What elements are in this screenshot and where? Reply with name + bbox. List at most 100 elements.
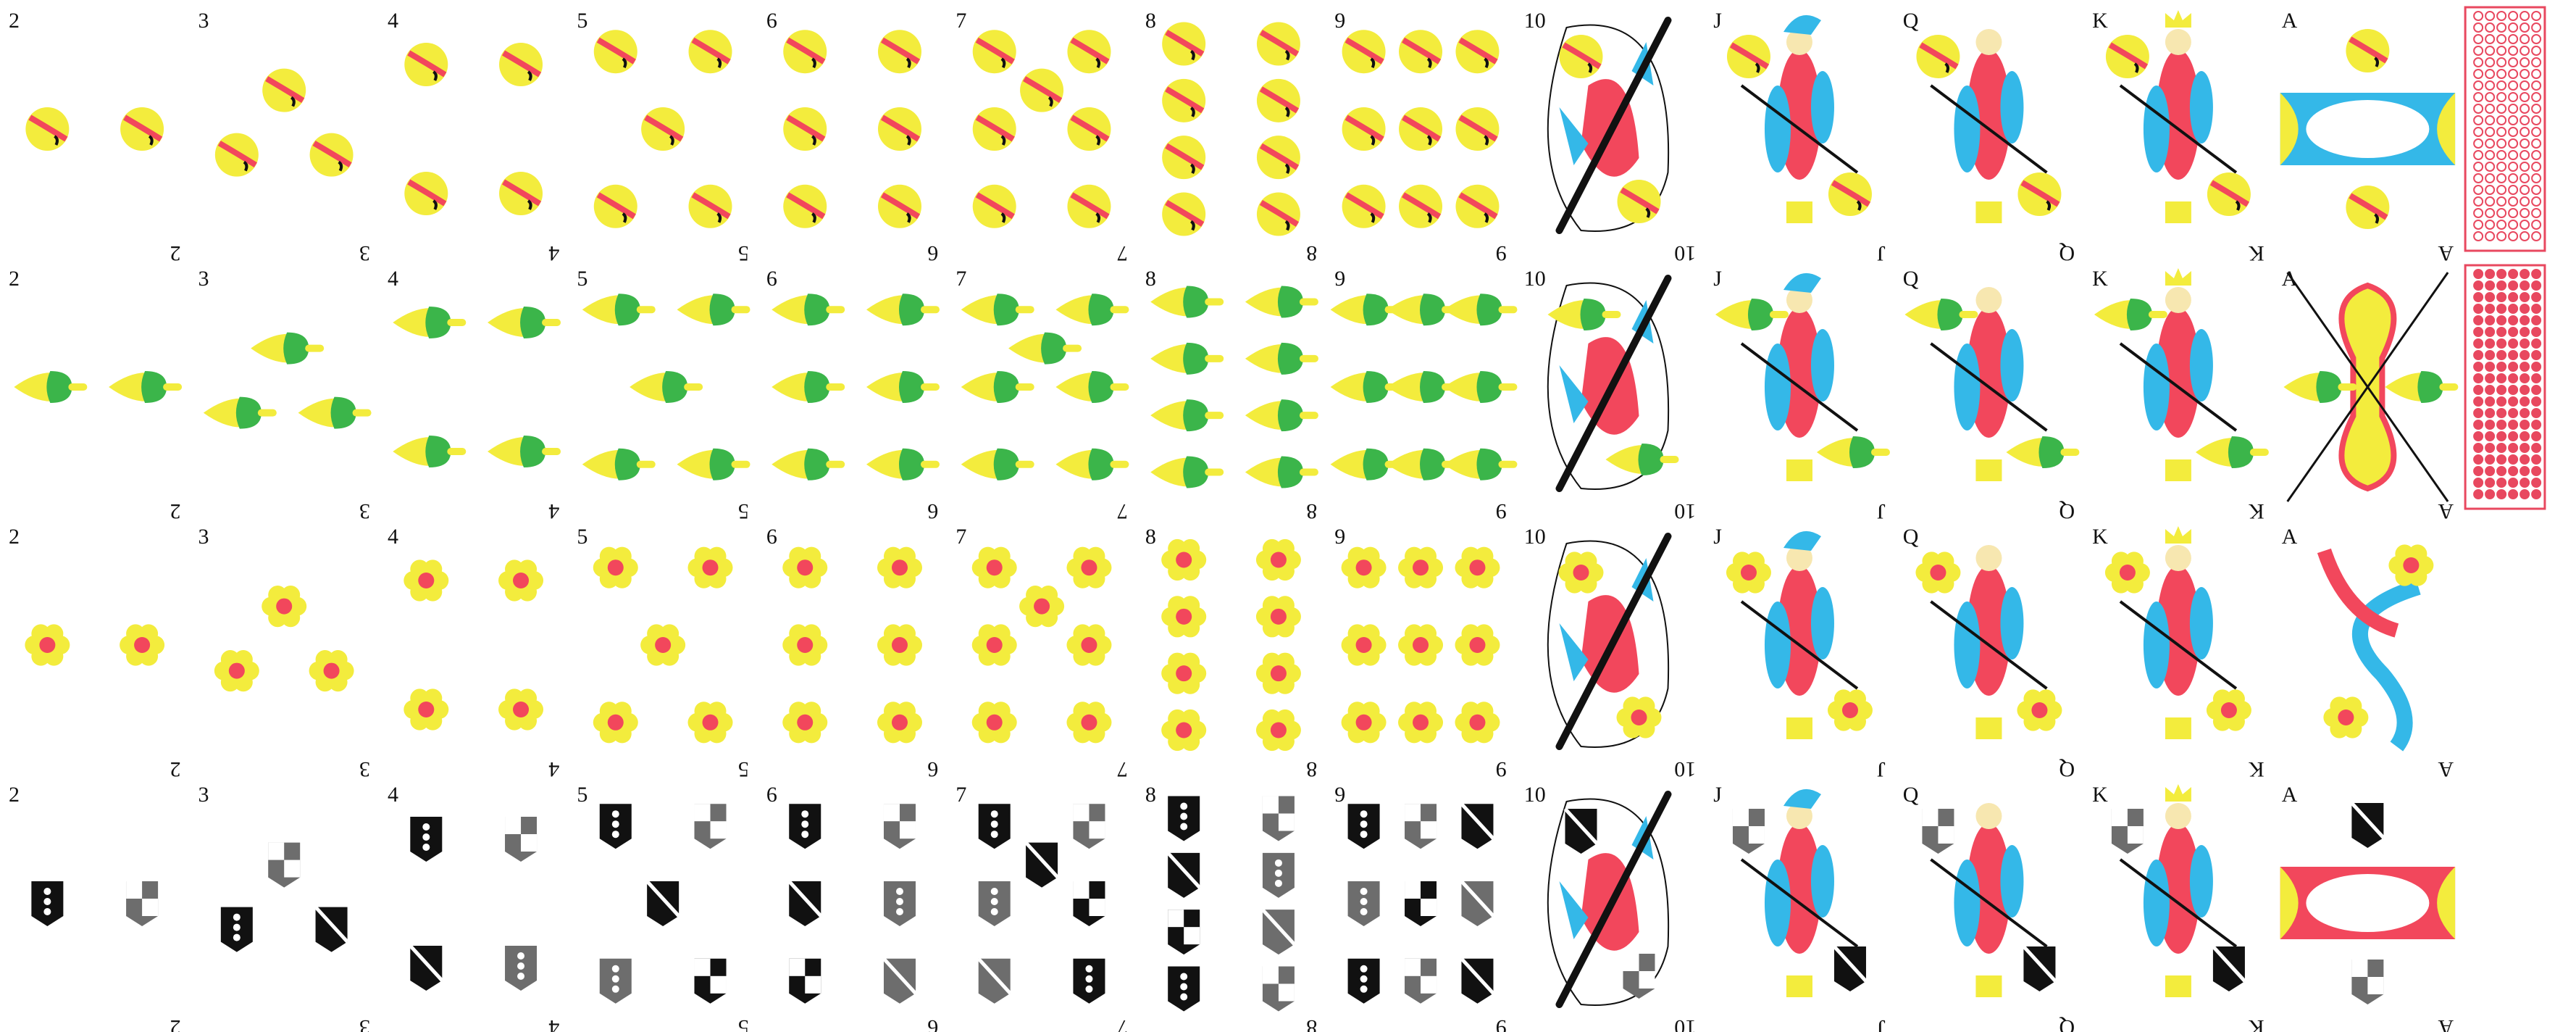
shield-icon <box>787 880 823 926</box>
ace-emblem <box>2317 548 2421 752</box>
shield-icon <box>2350 802 2385 848</box>
rank-index-rotated: J <box>1877 757 1886 781</box>
shield-icon <box>789 804 821 849</box>
card-acorns-A: AA <box>2282 267 2459 523</box>
crown-icon <box>2119 784 2238 997</box>
card-back-1 <box>2464 264 2546 510</box>
bell-icon <box>972 184 1016 228</box>
shield-icon <box>1347 958 1380 1004</box>
card-acorns-4: 44 <box>388 267 561 523</box>
rank-index: 10 <box>1524 9 1546 33</box>
shield-icon <box>220 907 253 952</box>
shield-icon <box>1073 881 1105 926</box>
shield-icon <box>1168 966 1200 1012</box>
rank-index: 9 <box>1334 783 1345 807</box>
card-back <box>2464 6 2546 252</box>
rank-index-rotated: 6 <box>927 757 938 781</box>
acorn-icon <box>1904 299 1978 330</box>
flower-icon <box>403 688 449 731</box>
queen-icon <box>1930 803 2048 997</box>
rank-index-rotated: 7 <box>1117 1015 1128 1032</box>
card-flowers-8: 88 <box>1145 525 1317 781</box>
queen-icon <box>1930 545 2048 739</box>
bell-icon <box>1726 35 1770 78</box>
rank-index: J <box>1713 525 1722 549</box>
rank-index-rotated: 10 <box>1674 1015 1696 1032</box>
rank-index-rotated: 10 <box>1674 499 1696 523</box>
card-bells-7: 77 <box>955 9 1127 265</box>
crown-icon <box>2119 526 2238 739</box>
rank-index: A <box>2282 267 2298 291</box>
shield-icon <box>1073 958 1105 1004</box>
card-bells-A: AA <box>2280 9 2456 265</box>
rank-index: Q <box>1903 267 1919 291</box>
acorn-icon <box>582 448 656 480</box>
bell-icon <box>262 68 306 112</box>
acorn-icon <box>1150 286 1224 318</box>
bell-icon <box>499 172 543 215</box>
acorn-icon <box>393 307 467 338</box>
bell-icon <box>1162 136 1206 180</box>
bell-icon <box>25 107 70 151</box>
shield-icon <box>1922 809 1954 854</box>
bell-icon <box>1256 22 1300 66</box>
card-shields-3: 33 <box>198 783 369 1032</box>
shield-icon <box>1347 804 1380 849</box>
rank-index: 6 <box>766 783 777 807</box>
acorn-icon <box>1008 332 1082 365</box>
rank-index: 2 <box>9 9 20 33</box>
rank-index: 5 <box>577 267 587 291</box>
rank-index-rotated: 4 <box>548 1015 559 1032</box>
card-bells-8: 88 <box>1145 9 1317 265</box>
flower-icon <box>403 559 449 602</box>
acorn-icon <box>2006 436 2080 468</box>
rank-index-rotated: 7 <box>1117 241 1128 265</box>
shield-icon <box>2212 945 2246 991</box>
bell-icon <box>1020 68 1064 112</box>
shield-icon <box>1732 809 1765 854</box>
bell-icon <box>783 30 827 74</box>
rank-index-rotated: 3 <box>359 757 370 781</box>
queen-icon <box>1930 29 2048 223</box>
shield-icon <box>978 804 1011 849</box>
rank-index: 9 <box>1334 267 1345 291</box>
bell-icon <box>1342 107 1386 151</box>
rank-index: 9 <box>1334 525 1345 549</box>
rank-index-rotated: A <box>2438 499 2454 523</box>
jester-icon <box>1740 272 1859 481</box>
rank-index-rotated: 3 <box>359 1015 370 1032</box>
flower-icon <box>971 702 1017 744</box>
acorn-icon <box>2385 371 2459 403</box>
rank-index: 3 <box>198 783 209 807</box>
bell-icon <box>404 172 448 215</box>
shield-icon <box>599 804 632 849</box>
acorn-icon <box>961 371 1034 403</box>
bell-icon <box>783 107 827 151</box>
rank-index: 10 <box>1524 267 1546 291</box>
flag-icon <box>1547 791 1672 1008</box>
bell-icon <box>972 30 1016 74</box>
shield-icon <box>1024 841 1059 888</box>
flower-icon <box>593 546 638 588</box>
rank-index-rotated: J <box>1877 1015 1886 1032</box>
rank-index-rotated: 8 <box>1306 1015 1317 1032</box>
bell-icon <box>1162 78 1206 122</box>
card-bells-Q: QQ <box>1903 9 2075 265</box>
acorn-icon <box>1816 436 1890 468</box>
card-shields-10: 10 10 <box>1524 783 1696 1032</box>
flag-icon <box>1547 17 1672 234</box>
card-acorns-K: KK <box>2092 267 2269 523</box>
rank-index: 6 <box>766 267 777 291</box>
card-shields-J: JJ <box>1713 783 1885 1032</box>
bell-icon <box>1162 192 1206 236</box>
card-shields-8: 88 <box>1145 783 1317 1032</box>
acorn-icon <box>2283 371 2357 403</box>
rank-index-rotated: 8 <box>1306 499 1317 523</box>
flower-icon <box>640 624 686 666</box>
flower-icon <box>1341 546 1387 588</box>
card-acorns-6: 66 <box>766 267 940 523</box>
flower-icon <box>1066 546 1112 588</box>
bell-icon <box>1399 184 1443 228</box>
flower-icon <box>1341 624 1387 666</box>
rank-index: 3 <box>198 525 209 549</box>
